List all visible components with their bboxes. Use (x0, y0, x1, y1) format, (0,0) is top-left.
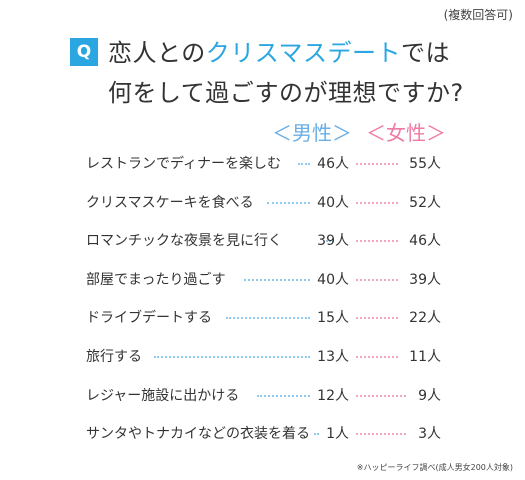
table-row: レストランでディナーを楽しむ 46人 55人 (0, 151, 525, 175)
category-label: レジャー施設に出かける (86, 384, 244, 405)
category-label: ドライブデートする (86, 307, 216, 328)
category-label: レストランでディナーを楽しむ (86, 153, 286, 173)
female-value-label: 3人 (418, 426, 441, 443)
male-value-label: 13人 (317, 349, 349, 365)
male-leader-dots (311, 433, 319, 436)
category-label: ロマンチックな夜景を見に行く (86, 230, 286, 251)
male-leader-dots (226, 317, 310, 320)
male-column-header: ＜男性＞ (272, 121, 352, 145)
female-leader-dots (356, 201, 398, 204)
table-row: サンタやトナカイなどの衣装を着る 1人 3人 (0, 421, 525, 445)
female-leader-dots (356, 163, 398, 165)
female-value-label: 46人 (409, 233, 441, 250)
table-row: ロマンチックな夜景を見に行く 39人 46人 (0, 228, 525, 252)
table-row: 部屋でまったり過ごす 40人 39人 (0, 267, 525, 291)
table-row: ドライブデートする 15人 22人 (0, 305, 525, 329)
female-value-label: 52人 (409, 194, 441, 211)
female-leader-dots (356, 433, 406, 436)
male-leader-dots (267, 201, 310, 204)
male-value-label: 40人 (317, 271, 349, 288)
category-label: 旅行する (86, 346, 146, 366)
table-row: レジャー施設に出かける 12人 9人 (0, 383, 525, 407)
male-value-label: 39人 (317, 233, 349, 250)
title-part-c: では (401, 39, 451, 67)
male-leader-dots (244, 278, 310, 281)
male-leader-dots (154, 356, 310, 358)
chart-title-line1: 恋人とのクリスマスデートでは (108, 33, 450, 68)
category-label: 部屋でまったり過ごす (86, 268, 230, 289)
male-leader-dots (298, 163, 310, 165)
male-value-label: 1人 (326, 426, 349, 443)
title-part-a: 恋人との (108, 39, 206, 67)
chart-title-line2: 何をして過ごすのが理想ですか? (108, 79, 464, 107)
female-column-header: ＜女性＞ (366, 121, 446, 145)
source-note: ※ハッピーライフ調べ(成人男女200人対象) (356, 463, 513, 472)
female-leader-dots (356, 317, 398, 320)
male-value-label: 40人 (317, 194, 349, 211)
male-value-label: 12人 (317, 387, 349, 404)
female-leader-dots (356, 240, 398, 243)
category-label: クリスマスケーキを食べる (86, 191, 258, 212)
female-leader-dots (356, 356, 398, 358)
male-leader-dots (257, 394, 310, 397)
female-value-label: 11人 (409, 349, 441, 365)
female-value-label: 22人 (409, 310, 441, 327)
male-value-label: 15人 (317, 310, 349, 327)
male-leader-dots (326, 240, 334, 243)
female-value-label: 39人 (409, 271, 441, 288)
multiple-answer-note: (複数回答可) (443, 8, 513, 22)
female-leader-dots (356, 278, 398, 281)
table-row: クリスマスケーキを食べる 40人 52人 (0, 190, 525, 214)
female-leader-dots (356, 394, 406, 397)
female-value-label: 9人 (418, 387, 441, 404)
question-badge: Q (70, 38, 98, 66)
table-row: 旅行する 13人 11人 (0, 344, 525, 368)
category-label: サンタやトナカイなどの衣装を着る (86, 423, 314, 444)
title-highlight: クリスマスデート (205, 39, 402, 67)
male-value-label: 46人 (317, 156, 349, 172)
female-value-label: 55人 (409, 156, 441, 172)
